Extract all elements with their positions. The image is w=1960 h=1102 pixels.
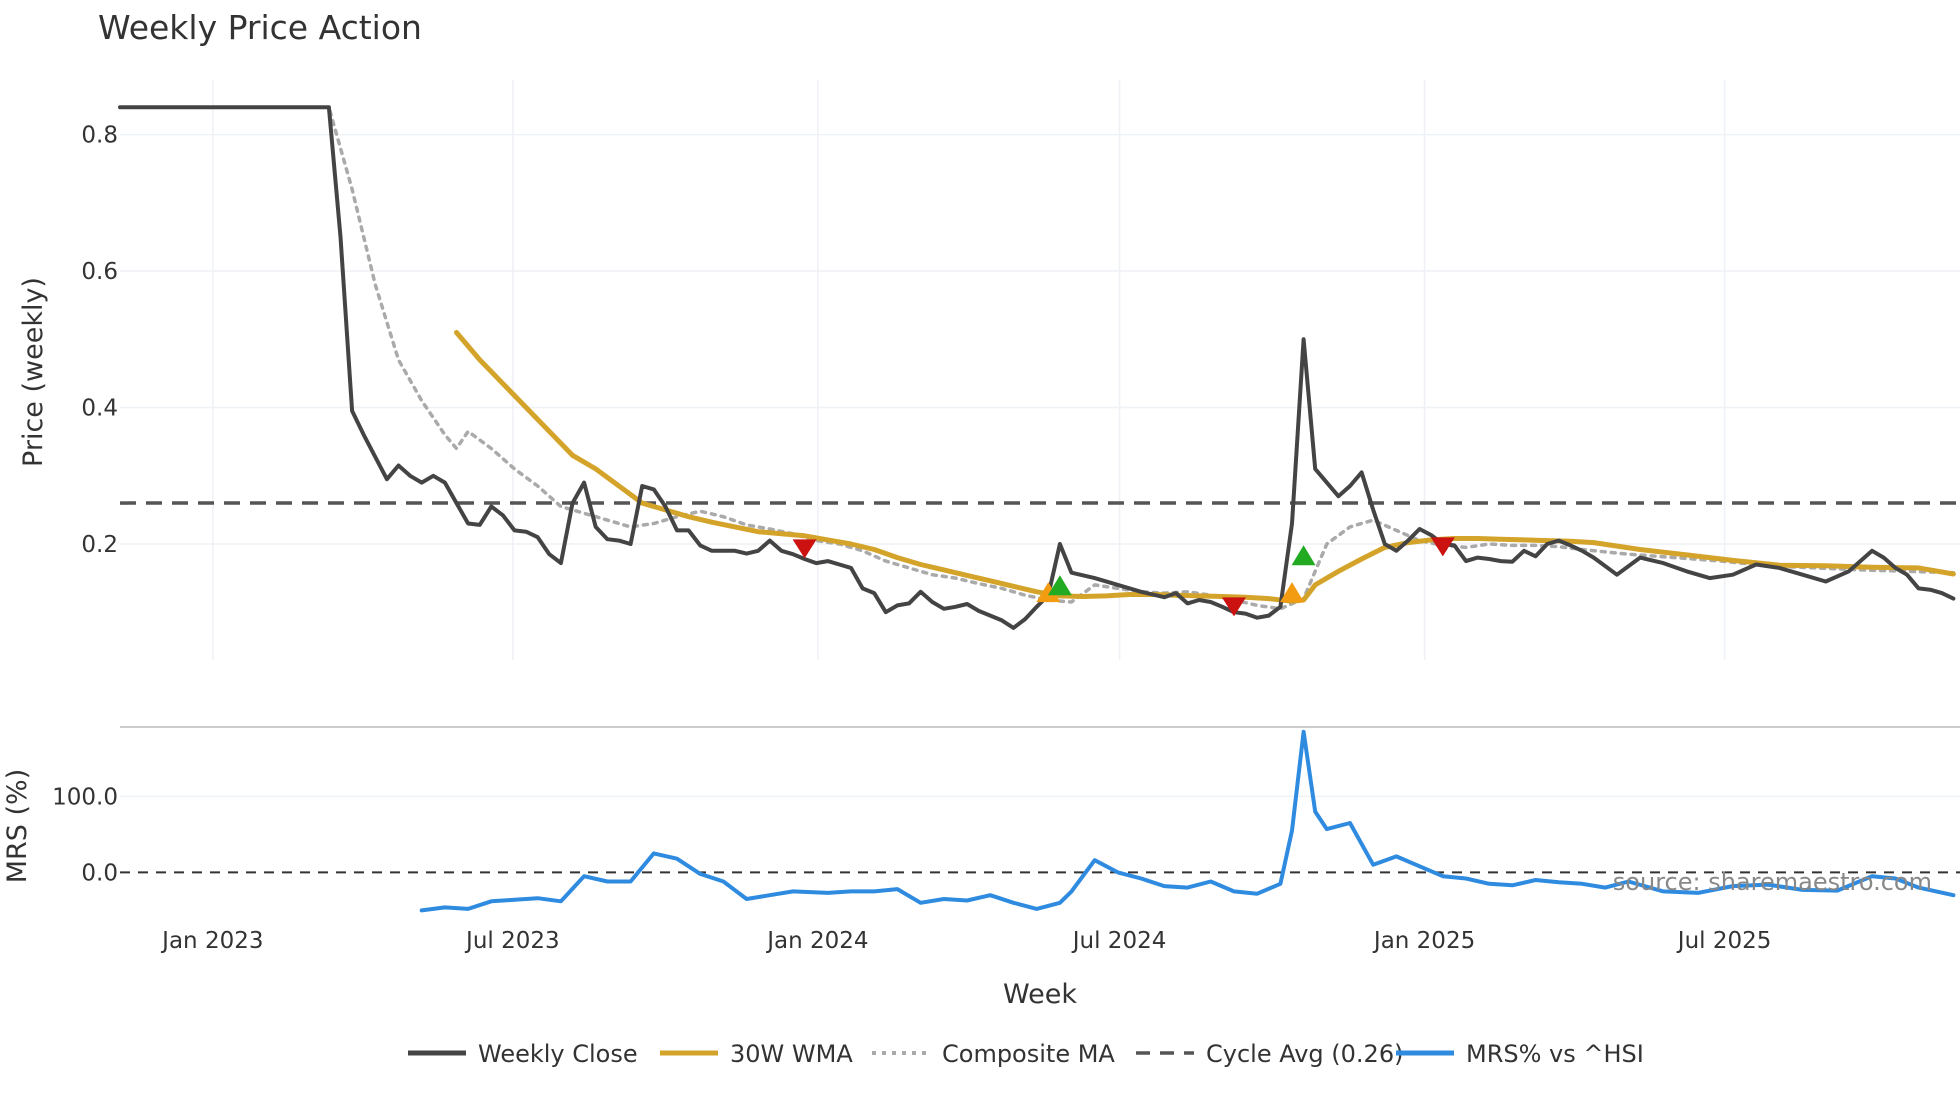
y-tick-label: 0.4 [81, 396, 118, 422]
buy-signal-marker [1279, 582, 1304, 603]
y-axis-title: Price (weekly) [18, 277, 49, 467]
sell-signal-marker [1221, 597, 1246, 617]
signal-markers [792, 537, 1455, 617]
y2-axis-title: MRS (%) [2, 769, 33, 884]
x-axis-title: Week [1003, 979, 1077, 1010]
legend-label: Composite MA [942, 1040, 1115, 1068]
x-tick-label: Jan 2024 [765, 928, 868, 954]
sell-signal-marker [792, 539, 817, 559]
x-tick-label: Jan 2023 [160, 928, 263, 954]
legend: Weekly Close 30W WMA Composite MA Cycle Avg… [408, 1040, 1644, 1068]
x-tick-label: Jan 2025 [1372, 928, 1475, 954]
x-tick-label: Jul 2025 [1676, 928, 1772, 954]
y2-tick-label: 0.0 [81, 860, 118, 886]
legend-label: Cycle Avg (0.26) [1206, 1040, 1403, 1068]
chart-title: Weekly Price Action [98, 8, 422, 47]
reference-lines [120, 501, 1960, 874]
buy-signal-marker [1047, 575, 1072, 596]
x-tick-label: Jul 2023 [464, 928, 560, 954]
y-tick-label: 0.6 [81, 259, 118, 285]
y-tick-label: 0.2 [81, 532, 118, 558]
y-tick-label: 0.8 [81, 123, 118, 149]
legend-label: 30W WMA [730, 1040, 853, 1068]
wma-30w-line [454, 330, 1956, 604]
y2-tick-label: 100.0 [52, 784, 118, 810]
grid [120, 80, 1960, 798]
buy-signal-marker [1036, 582, 1061, 603]
mrs-line [419, 729, 1956, 913]
weekly-close-line [118, 105, 1956, 630]
source-watermark: source: sharemaestro.com [1613, 868, 1932, 896]
legend-label: MRS% vs ^HSI [1466, 1040, 1644, 1068]
tick-labels: Jan 2023 Jul 2023 Jan 2024 Jul 2024 Jan 2025… [52, 123, 1771, 954]
buy-signal-marker [1291, 545, 1316, 566]
composite-ma-line [211, 105, 1956, 611]
sell-signal-marker [1430, 537, 1455, 557]
series-lines [118, 105, 1956, 913]
legend-label: Weekly Close [478, 1040, 638, 1068]
x-tick-label: Jul 2024 [1071, 928, 1167, 954]
